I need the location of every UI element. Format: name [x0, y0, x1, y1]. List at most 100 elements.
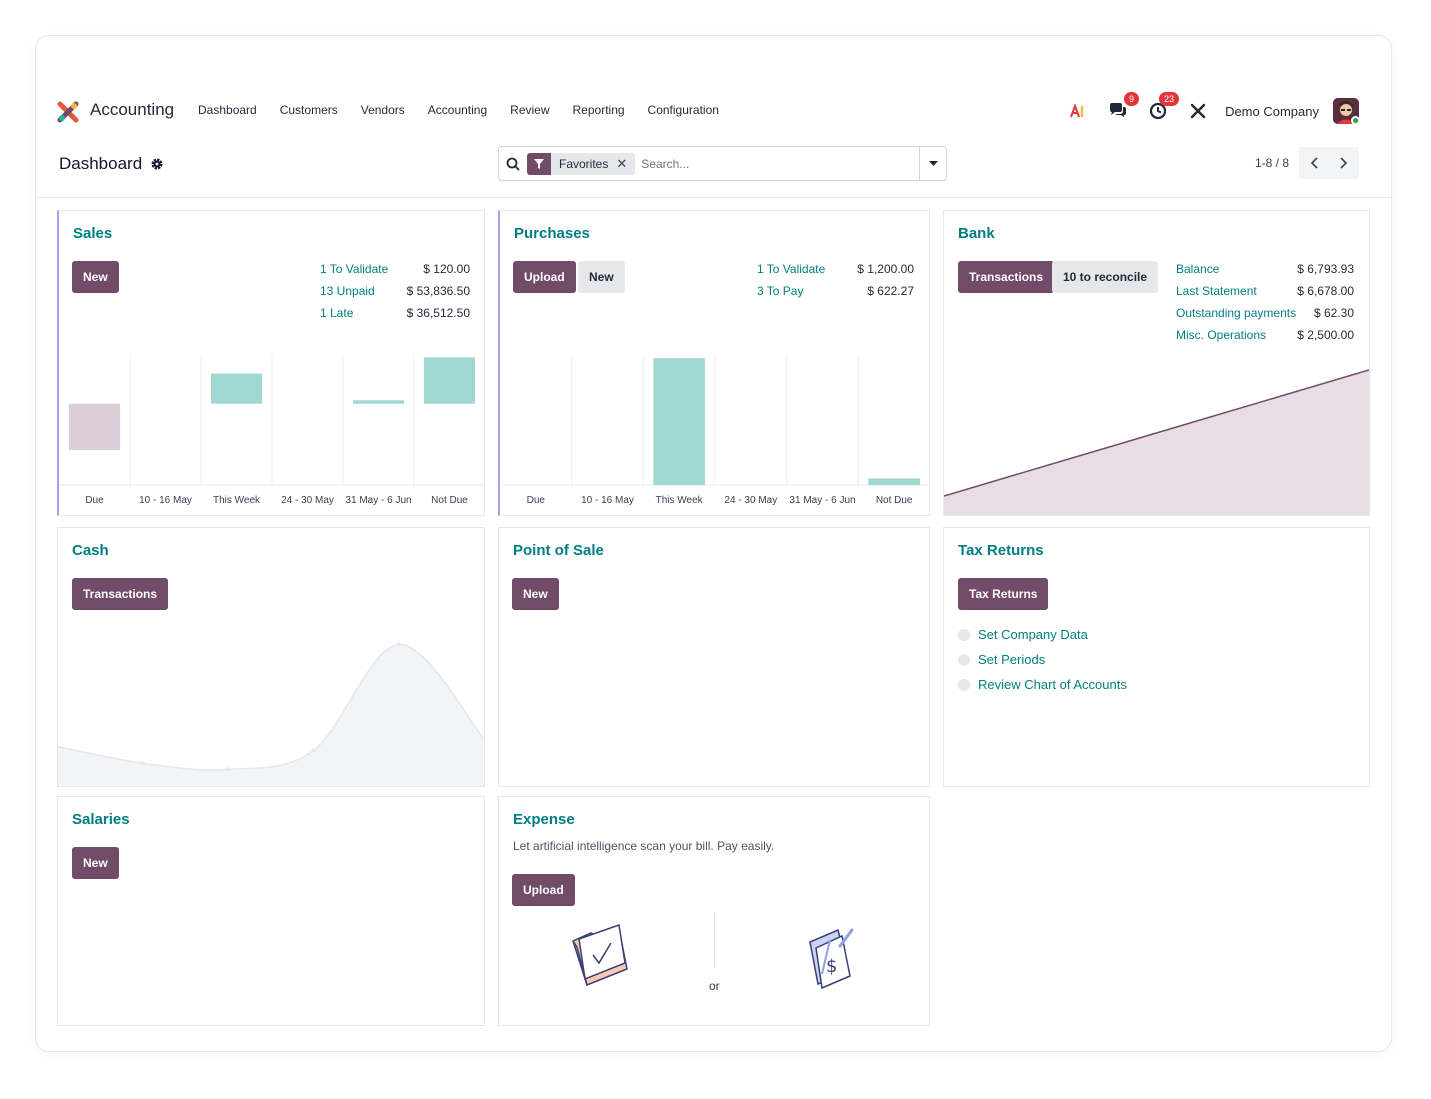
systray: 9 23 Demo Company	[1049, 92, 1359, 127]
stat-value: $ 2,500.00	[1297, 328, 1354, 342]
stat-label[interactable]: 1 Late	[320, 306, 354, 320]
receipt-dollar-icon[interactable]: $	[804, 924, 856, 996]
step-label[interactable]: Review Chart of Accounts	[978, 677, 1127, 692]
svg-text:$: $	[826, 956, 837, 977]
pos-title[interactable]: Point of Sale	[513, 542, 604, 559]
expense-description: Let artificial intelligence scan your bi…	[513, 839, 775, 853]
step-label[interactable]: Set Periods	[978, 652, 1046, 667]
expense-title[interactable]: Expense	[513, 811, 575, 828]
menu-review[interactable]: Review	[510, 103, 550, 117]
cash-point[interactable]	[226, 767, 231, 772]
user-avatar[interactable]	[1333, 98, 1359, 124]
tools-icon[interactable]	[1187, 100, 1209, 122]
step-label[interactable]: Set Company Data	[978, 627, 1088, 642]
bank-series-line[interactable]	[944, 369, 1369, 497]
step-status-icon	[958, 628, 970, 641]
stat-label[interactable]: Misc. Operations	[1176, 328, 1267, 342]
search-facet-favorites: Favorites ✕	[527, 152, 636, 175]
salaries-title[interactable]: Salaries	[72, 811, 130, 828]
stat-label[interactable]: Balance	[1176, 262, 1220, 276]
tax-step-item[interactable]: Review Chart of Accounts	[958, 672, 1127, 697]
cash-point[interactable]	[141, 761, 146, 766]
stat-value: $ 6,793.93	[1297, 262, 1354, 276]
cash-point[interactable]	[396, 642, 401, 647]
bank-transactions-button[interactable]: Transactions	[958, 261, 1055, 293]
menu-accounting[interactable]: Accounting	[427, 103, 488, 117]
stat-row[interactable]: Outstanding payments $ 62.30	[1176, 302, 1354, 324]
online-status-dot	[1351, 116, 1359, 124]
stat-row[interactable]: Balance $ 6,793.93	[1176, 258, 1354, 280]
company-switcher[interactable]: Demo Company	[1225, 103, 1319, 119]
stat-row[interactable]: 1 Late $ 36,512.50	[320, 302, 470, 324]
stat-label[interactable]: Last Statement	[1176, 284, 1257, 298]
cash-transactions-button[interactable]: Transactions	[72, 578, 169, 610]
purchases-tick-label: 10 - 16 May	[581, 495, 634, 506]
salaries-new-button[interactable]: New	[72, 847, 119, 879]
expense-card: Expense Let artificial intelligence scan…	[498, 796, 930, 1026]
sales-bar[interactable]	[210, 373, 263, 404]
app-title[interactable]: Accounting	[90, 100, 175, 119]
stat-label[interactable]: 13 Unpaid	[320, 284, 375, 298]
activities-badge: 23	[1159, 92, 1180, 106]
step-status-icon	[958, 678, 970, 691]
messages-icon[interactable]: 9	[1107, 92, 1140, 122]
search-icon[interactable]	[499, 157, 527, 171]
stat-row[interactable]: Misc. Operations $ 2,500.00	[1176, 324, 1354, 346]
search-options-toggle[interactable]	[919, 147, 946, 180]
activities-clock-icon[interactable]: 23	[1147, 92, 1180, 122]
stat-row[interactable]: 13 Unpaid $ 53,836.50	[320, 280, 470, 302]
expense-upload-button[interactable]: Upload	[512, 874, 575, 906]
sales-new-button[interactable]: New	[72, 261, 119, 293]
menu-customers[interactable]: Customers	[279, 103, 338, 117]
purchases-new-button[interactable]: New	[578, 261, 625, 293]
sales-title[interactable]: Sales	[73, 225, 113, 242]
purchases-bar[interactable]	[653, 358, 705, 485]
stat-row[interactable]: Last Statement $ 6,678.00	[1176, 280, 1354, 302]
stat-label[interactable]: 3 To Pay	[757, 284, 804, 298]
tax-returns-title[interactable]: Tax Returns	[958, 542, 1044, 559]
stat-label[interactable]: Outstanding payments	[1176, 306, 1297, 320]
menu-reporting[interactable]: Reporting	[572, 103, 625, 117]
bank-reconcile-button[interactable]: 10 to reconcile	[1052, 261, 1159, 293]
menu-configuration[interactable]: Configuration	[647, 103, 719, 117]
step-status-icon	[958, 653, 970, 666]
stat-value: $ 36,512.50	[406, 306, 470, 320]
sales-bar[interactable]	[68, 403, 121, 451]
stat-row[interactable]: 1 To Validate $ 1,200.00	[757, 258, 914, 280]
pager-value[interactable]: 1-8 / 8	[1254, 156, 1289, 170]
pos-new-button[interactable]: New	[512, 578, 559, 610]
bank-title[interactable]: Bank	[958, 225, 995, 242]
stat-label[interactable]: 1 To Validate	[320, 262, 389, 276]
pager-previous-button[interactable]	[1299, 147, 1329, 179]
stat-row[interactable]: 3 To Pay $ 622.27	[757, 280, 914, 302]
salaries-card: Salaries New	[57, 796, 485, 1026]
chevron-left-icon	[1310, 157, 1318, 169]
cash-title[interactable]: Cash	[72, 542, 109, 559]
facet-close-icon[interactable]: ✕	[616, 155, 628, 171]
pos-card: Point of Sale New	[498, 527, 930, 787]
ai-icon[interactable]	[1067, 100, 1089, 122]
purchases-upload-button[interactable]: Upload	[513, 261, 576, 293]
purchases-tick-label: Not Due	[876, 495, 913, 506]
purchases-bar-chart: Due 10 - 16 May This Week 24 - 30 May 31 May…	[500, 355, 929, 506]
pager: 1-8 / 8	[1255, 147, 1359, 179]
purchases-bar[interactable]	[868, 478, 920, 485]
cash-point[interactable]	[311, 748, 316, 753]
stat-value: $ 62.30	[1313, 306, 1354, 320]
menu-vendors[interactable]: Vendors	[360, 103, 405, 117]
menu-dashboard[interactable]: Dashboard	[198, 103, 257, 117]
sales-bar[interactable]	[352, 400, 405, 404]
stat-label[interactable]: 1 To Validate	[757, 262, 826, 276]
sales-bar[interactable]	[423, 357, 476, 404]
pager-next-button[interactable]	[1329, 147, 1359, 179]
search-input[interactable]	[641, 156, 919, 171]
app-logo-icon[interactable]	[57, 101, 79, 123]
tax-returns-button[interactable]: Tax Returns	[958, 578, 1049, 610]
purchases-title[interactable]: Purchases	[514, 225, 590, 242]
tax-step-item[interactable]: Set Periods	[958, 647, 1127, 672]
tax-step-item[interactable]: Set Company Data	[958, 622, 1127, 647]
chevron-right-icon	[1340, 157, 1348, 169]
stat-row[interactable]: 1 To Validate $ 120.00	[320, 258, 470, 280]
folder-check-icon[interactable]	[569, 919, 631, 987]
gear-icon[interactable]	[150, 157, 164, 171]
